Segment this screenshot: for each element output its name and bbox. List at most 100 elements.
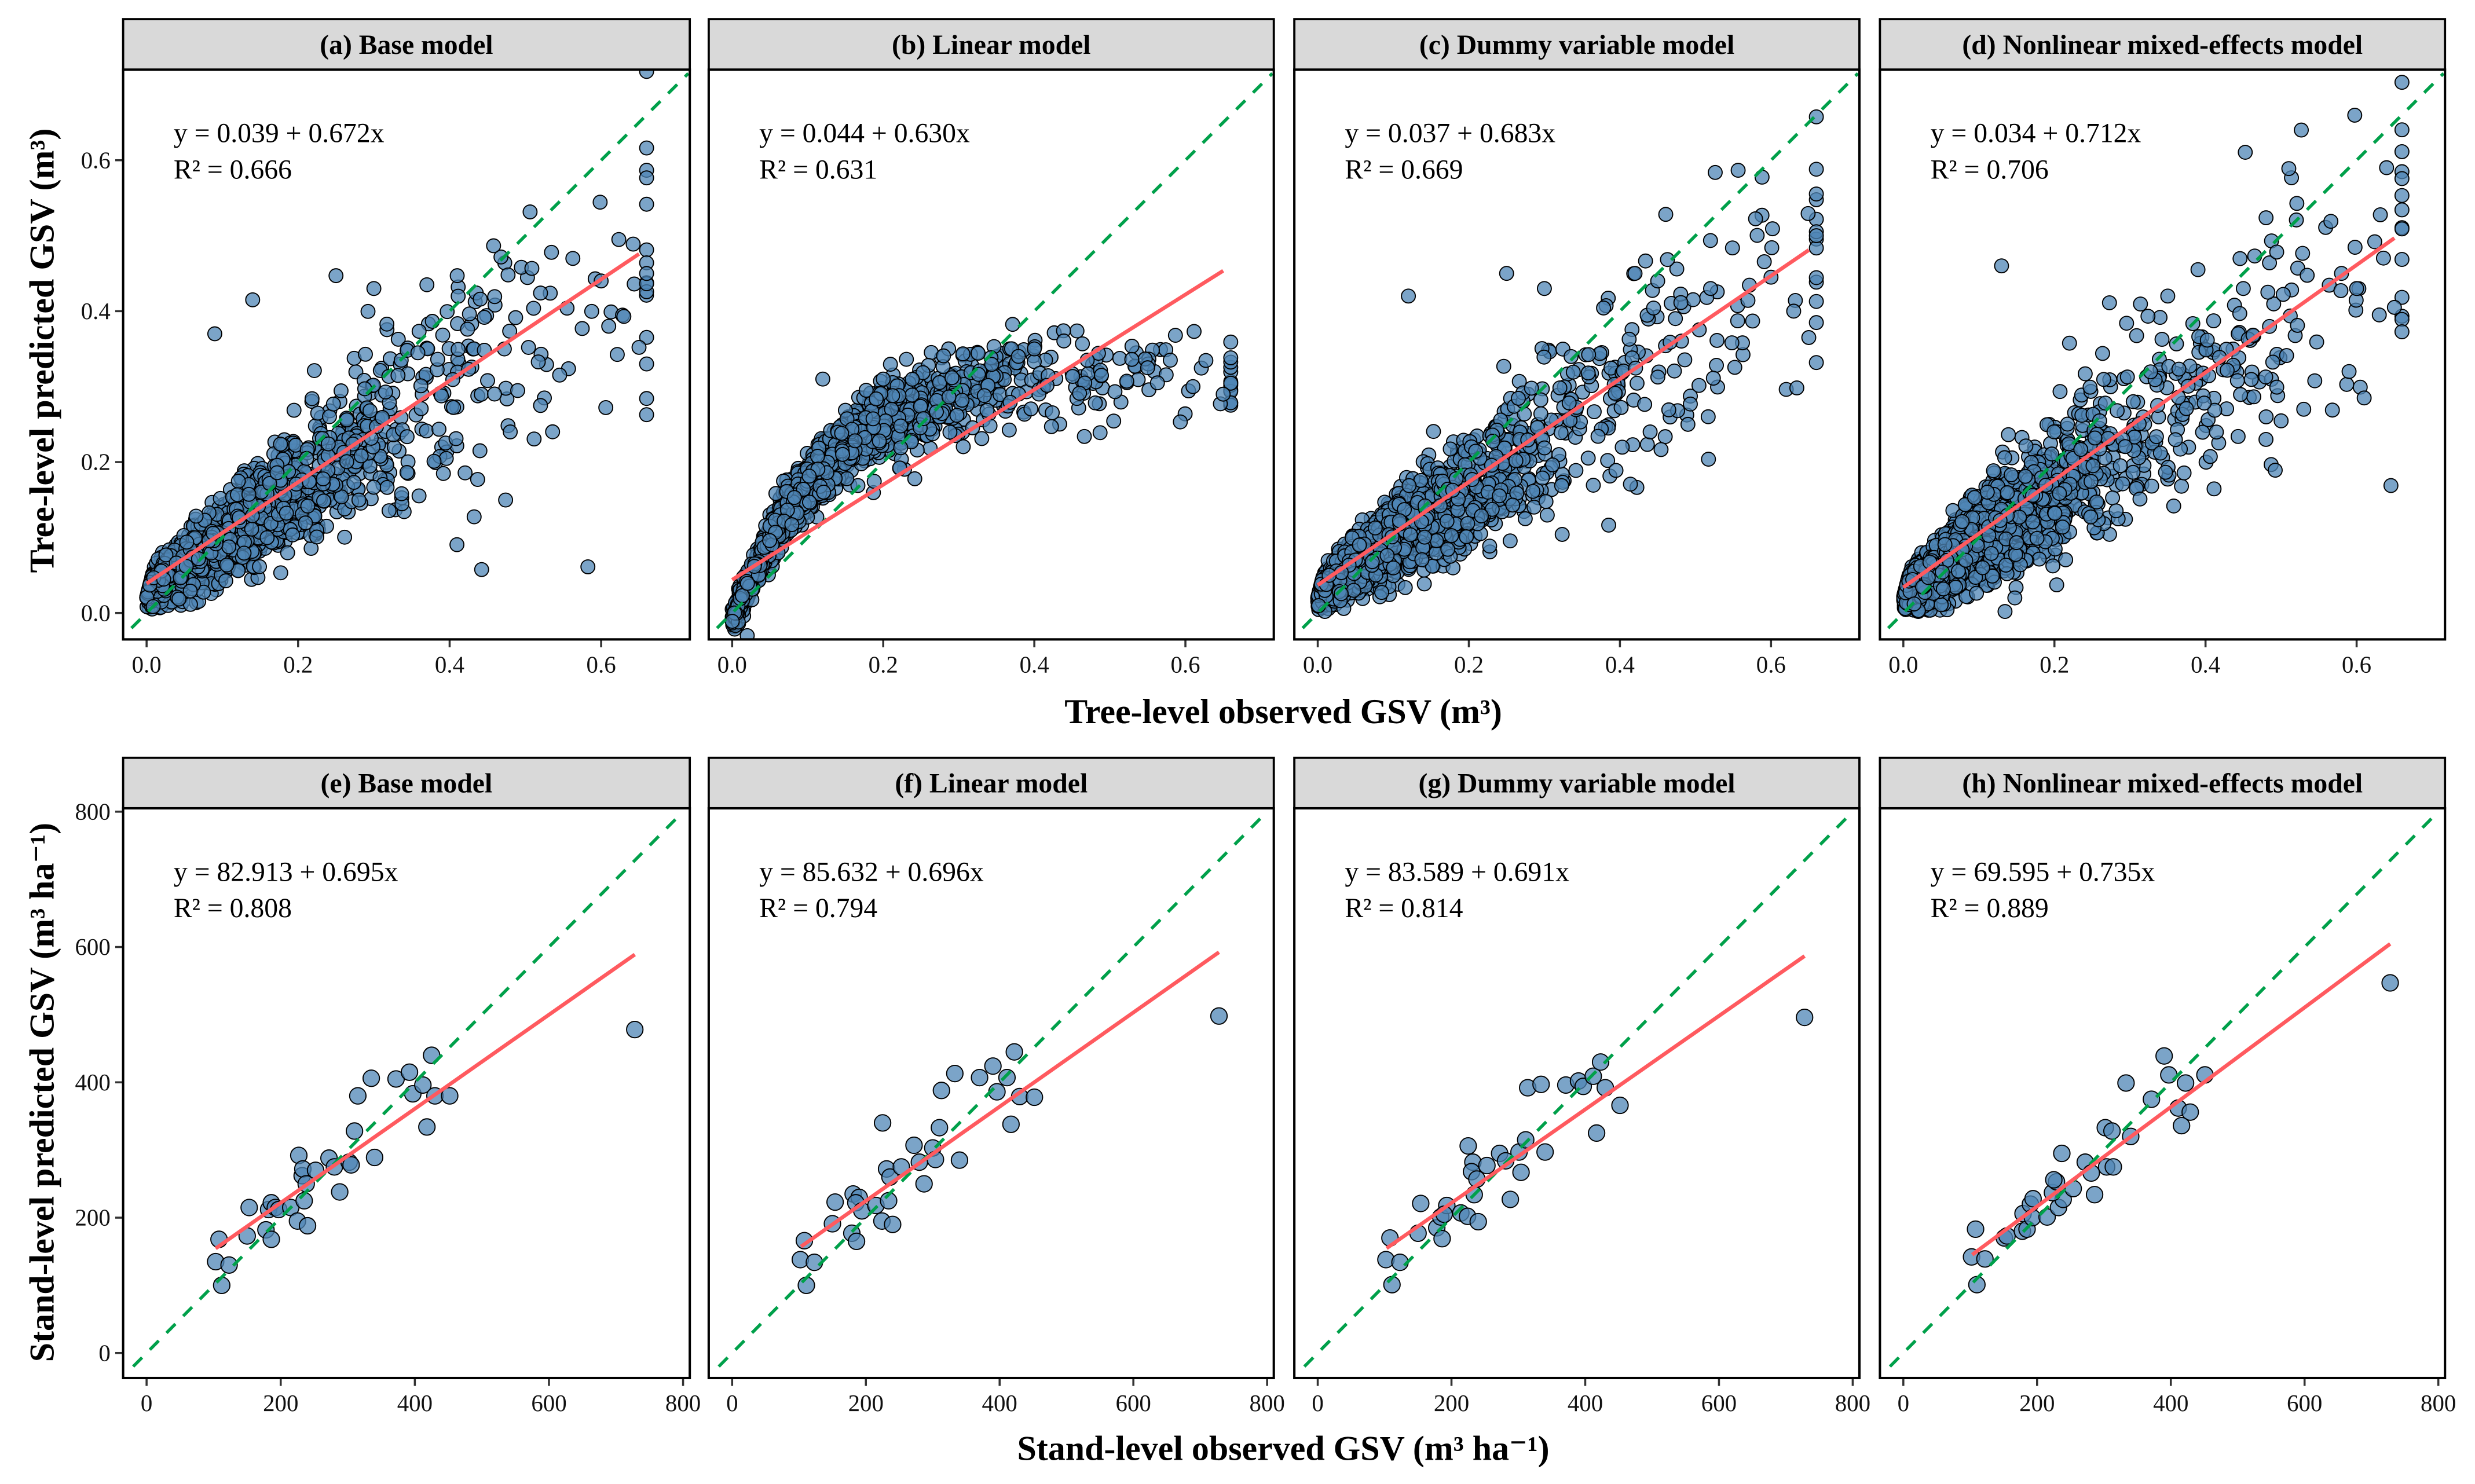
data-point	[1044, 419, 1059, 434]
data-point	[526, 301, 541, 316]
data-point	[1163, 353, 1178, 368]
data-point	[316, 471, 331, 487]
data-point	[835, 446, 850, 462]
x-tick-label: 0.2	[283, 652, 313, 678]
data-point	[309, 529, 325, 545]
identity-line	[716, 72, 1274, 629]
data-point	[584, 303, 599, 319]
data-point	[245, 292, 261, 307]
data-point	[625, 236, 641, 252]
data-point	[1709, 333, 1725, 348]
data-point	[334, 383, 349, 398]
data-point	[739, 576, 755, 591]
data-point	[510, 383, 525, 398]
data-point	[1554, 527, 1570, 542]
data-point	[286, 402, 302, 418]
data-point	[521, 340, 536, 355]
data-point	[1580, 450, 1596, 466]
data-point	[390, 331, 406, 347]
data-point	[218, 573, 233, 589]
data-point	[366, 479, 382, 495]
data-point	[522, 204, 538, 219]
data-point	[601, 318, 617, 334]
data-point	[1539, 507, 1555, 523]
panel-title: (c) Dummy variable model	[1419, 30, 1734, 60]
data-point	[1725, 240, 1740, 256]
data-point	[158, 547, 174, 563]
data-point	[474, 386, 489, 402]
data-point	[1077, 428, 1092, 444]
data-point	[431, 422, 446, 437]
panel-title: (a) Base model	[320, 30, 493, 60]
data-point	[1536, 349, 1552, 365]
data-point	[1587, 404, 1602, 420]
data-point	[1764, 240, 1780, 255]
data-point	[304, 391, 320, 406]
data-point	[419, 277, 435, 292]
data-point	[1601, 517, 1616, 533]
data-point	[435, 327, 451, 343]
data-point	[379, 479, 395, 495]
plot-frame	[707, 68, 1275, 641]
data-point	[1094, 368, 1109, 383]
data-point	[446, 400, 462, 415]
data-point	[631, 339, 647, 355]
data-point	[1703, 233, 1718, 248]
data-point	[487, 289, 503, 305]
data-point	[411, 324, 427, 339]
data-point	[273, 565, 288, 581]
data-point	[1223, 375, 1239, 391]
data-point	[1124, 351, 1140, 367]
data-point	[883, 357, 898, 372]
x-tick-label: 0.0	[132, 652, 162, 678]
data-point	[486, 238, 501, 254]
data-point	[285, 527, 301, 543]
data-point	[916, 411, 931, 427]
data-point	[1124, 338, 1140, 354]
data-point	[188, 508, 204, 524]
panel-strip	[707, 18, 1275, 71]
data-point	[430, 351, 445, 367]
data-point	[500, 267, 516, 283]
data-point	[639, 329, 654, 345]
plot-content	[1301, 72, 1859, 629]
data-point	[913, 398, 928, 414]
data-point	[1553, 425, 1569, 441]
data-point	[1568, 463, 1584, 478]
data-point	[1596, 300, 1612, 316]
data-point	[448, 431, 464, 446]
data-point	[530, 354, 546, 369]
data-point	[893, 440, 909, 456]
data-point	[191, 551, 206, 567]
data-point	[207, 326, 222, 342]
data-point	[1677, 352, 1693, 368]
data-point	[1808, 186, 1824, 202]
data-point	[399, 464, 415, 480]
data-point	[907, 471, 922, 486]
data-point	[1683, 396, 1698, 412]
data-point	[306, 363, 322, 378]
data-point	[565, 251, 581, 266]
data-point	[213, 490, 228, 506]
data-point	[876, 371, 891, 387]
data-point	[610, 347, 625, 362]
x-tick-label: 0.0	[717, 652, 747, 678]
data-point	[1667, 363, 1682, 379]
data-point	[984, 357, 999, 372]
data-point	[438, 450, 454, 466]
data-point	[390, 368, 406, 383]
data-point	[834, 426, 850, 441]
data-point	[1749, 228, 1765, 243]
data-point	[639, 69, 654, 79]
data-point	[462, 306, 477, 322]
data-point	[639, 170, 654, 186]
data-point	[353, 448, 369, 464]
data-point	[322, 409, 337, 424]
data-point	[1215, 386, 1231, 402]
data-point	[400, 429, 415, 445]
data-point	[1709, 357, 1725, 373]
data-point	[552, 367, 568, 383]
data-point	[1658, 207, 1674, 222]
data-point	[358, 346, 373, 362]
